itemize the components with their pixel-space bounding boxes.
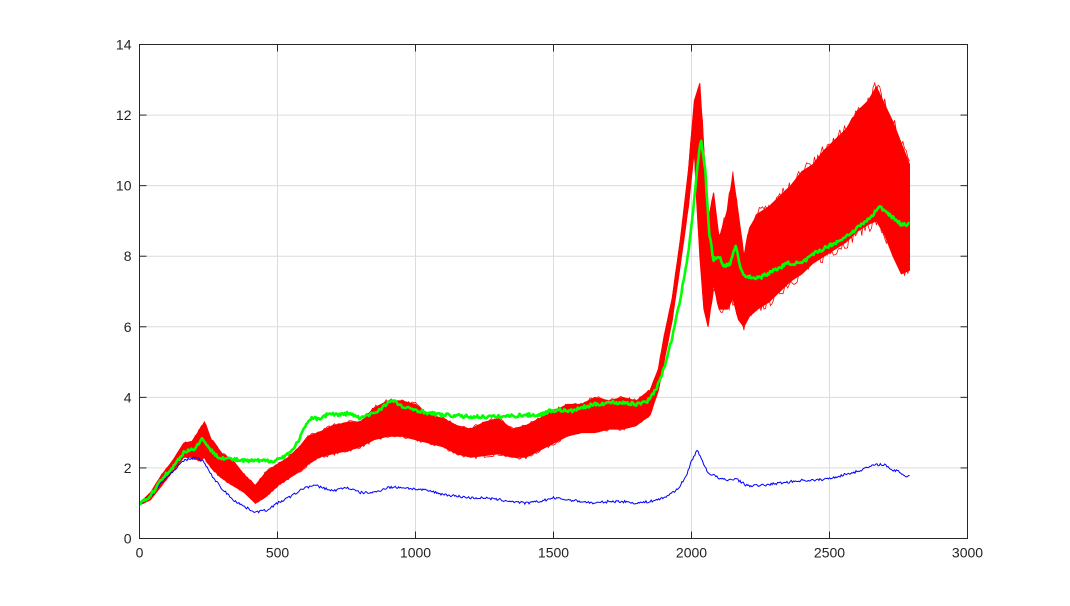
- red-ensemble-band: [139, 83, 910, 506]
- red-ensemble-trace: [139, 141, 910, 505]
- blue-line: [139, 449, 910, 514]
- y-tick-label: 4: [124, 389, 132, 405]
- x-axis-tick-labels: 0 500 1000 1500 2000 2500 3000: [136, 545, 984, 561]
- red-ensemble-trace: [139, 135, 910, 505]
- x-tick-label: 500: [266, 545, 290, 561]
- axis-ticks: [139, 44, 968, 539]
- y-tick-label: 2: [124, 460, 132, 476]
- y-tick-label: 12: [116, 107, 132, 123]
- red-ensemble-trace: [139, 147, 910, 506]
- green-line: [138, 139, 910, 506]
- x-tick-label: 1500: [538, 545, 569, 561]
- x-tick-label: 3000: [952, 545, 983, 561]
- y-tick-label: 10: [116, 178, 132, 194]
- red-ensemble-trace: [139, 120, 910, 505]
- grid-lines: [139, 44, 968, 539]
- x-tick-label: 2000: [676, 545, 707, 561]
- x-tick-label: 1000: [400, 545, 431, 561]
- y-tick-label: 6: [124, 319, 132, 335]
- x-tick-label: 2500: [814, 545, 845, 561]
- red-ensemble-trace: [139, 111, 910, 505]
- plot-series: [138, 81, 910, 514]
- y-tick-label: 0: [124, 531, 132, 547]
- red-ensemble-trace: [139, 130, 910, 505]
- red-ensemble-trace: [139, 131, 910, 505]
- red-ensemble-trace: [139, 81, 910, 504]
- y-axis-tick-labels: 0 2 4 6 8 10 12 14: [116, 37, 132, 547]
- y-tick-label: 14: [116, 37, 132, 53]
- x-tick-label: 0: [136, 545, 144, 561]
- y-tick-label: 8: [124, 248, 132, 264]
- red-ensemble-trace: [139, 148, 910, 506]
- red-ensemble-trace: [139, 121, 910, 505]
